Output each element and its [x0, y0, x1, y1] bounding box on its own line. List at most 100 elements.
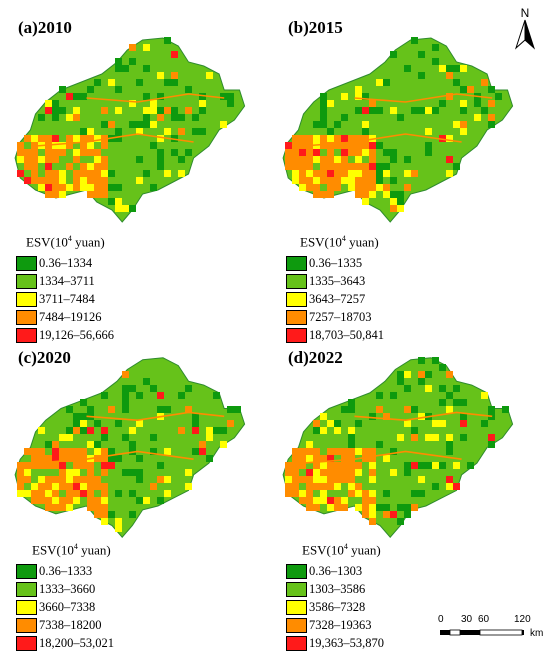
grid-cell	[199, 128, 206, 135]
grid-cell	[164, 448, 171, 455]
grid-cell	[101, 170, 108, 177]
grid-cell	[313, 135, 320, 142]
grid-cell	[143, 378, 150, 385]
grid-cell	[157, 156, 164, 163]
grid-cell	[87, 177, 94, 184]
grid-cell	[488, 441, 495, 448]
grid-cell	[171, 107, 178, 114]
grid-cell	[397, 504, 404, 511]
grid-cell	[94, 184, 101, 191]
grid-cell	[115, 455, 122, 462]
grid-cell	[80, 135, 87, 142]
grid-cell	[397, 371, 404, 378]
grid-cell	[115, 518, 122, 525]
grid-cell	[94, 497, 101, 504]
grid-cell	[313, 427, 320, 434]
grid-cell	[369, 184, 376, 191]
grid-cell	[369, 177, 376, 184]
grid-cell	[348, 469, 355, 476]
esv-map-2010	[14, 37, 246, 223]
grid-cell	[129, 58, 136, 65]
grid-cell	[369, 163, 376, 170]
grid-cell	[101, 156, 108, 163]
grid-cell	[52, 107, 59, 114]
legend-swatch	[286, 327, 307, 343]
grid-cell	[115, 525, 122, 532]
grid-cell	[45, 149, 52, 156]
legend-swatch	[16, 617, 37, 633]
grid-cell	[411, 37, 418, 44]
grid-cell	[320, 135, 327, 142]
grid-cell	[66, 455, 73, 462]
grid-cell	[178, 170, 185, 177]
grid-cell	[73, 114, 80, 121]
grid-cell	[327, 177, 334, 184]
grid-cell	[411, 462, 418, 469]
legend-item: 19,363–53,870	[286, 634, 384, 652]
grid-cell	[38, 455, 45, 462]
grid-cell	[73, 93, 80, 100]
grid-cell	[59, 177, 66, 184]
grid-cell	[369, 490, 376, 497]
grid-cell	[45, 156, 52, 163]
grid-cell	[52, 170, 59, 177]
grid-cell	[80, 163, 87, 170]
grid-cell	[52, 149, 59, 156]
grid-cell	[59, 448, 66, 455]
grid-cell	[136, 121, 143, 128]
grid-cell	[115, 184, 122, 191]
grid-cell	[213, 427, 220, 434]
urban-corridor	[303, 450, 462, 464]
grid-cell	[397, 434, 404, 441]
grid-cell	[292, 177, 299, 184]
urban-corridor	[354, 93, 493, 103]
legend-swatch	[286, 599, 307, 615]
grid-cell	[299, 149, 306, 156]
grid-cell	[157, 406, 164, 413]
grid-cell	[108, 184, 115, 191]
grid-cell	[404, 170, 411, 177]
grid-cell	[192, 427, 199, 434]
grid-cell	[425, 434, 432, 441]
grid-cell	[52, 483, 59, 490]
grid-cell	[404, 65, 411, 72]
grid-cell	[320, 170, 327, 177]
grid-cell	[66, 504, 73, 511]
legend-swatch	[16, 635, 37, 651]
grid-cell	[348, 427, 355, 434]
legend-rows: 0.36–1303 1303–3586 3586–7328 7328–19363…	[286, 562, 384, 652]
grid-cell	[24, 469, 31, 476]
panel-title: (c)2020	[18, 348, 71, 367]
grid-cell	[383, 455, 390, 462]
esv-map-2022	[282, 357, 514, 538]
grid-cell	[292, 462, 299, 469]
grid-cell	[425, 385, 432, 392]
grid-cell	[101, 518, 108, 525]
grid-cell	[31, 455, 38, 462]
grid-cell	[38, 135, 45, 142]
grid-cell	[94, 504, 101, 511]
grid-cell	[362, 490, 369, 497]
grid-cell	[285, 156, 292, 163]
grid-cell	[355, 142, 362, 149]
grid-cell	[327, 462, 334, 469]
scale-tick-label: 60	[478, 614, 490, 625]
grid-cell	[488, 86, 495, 93]
grid-cell	[185, 385, 192, 392]
grid-cell	[404, 469, 411, 476]
grid-cell	[31, 170, 38, 177]
grid-cell	[150, 385, 157, 392]
grid-cell	[362, 142, 369, 149]
grid-cell	[313, 469, 320, 476]
grid-cell	[327, 149, 334, 156]
grid-cell	[369, 107, 376, 114]
legend-label: 7257–18703	[309, 309, 372, 324]
grid-cell	[292, 156, 299, 163]
grid-cell	[460, 121, 467, 128]
grid-cell	[52, 177, 59, 184]
grid-cell	[108, 198, 115, 205]
grid-cell	[292, 448, 299, 455]
grid-cell	[383, 79, 390, 86]
grid-cell	[439, 399, 446, 406]
grid-cell	[129, 441, 136, 448]
